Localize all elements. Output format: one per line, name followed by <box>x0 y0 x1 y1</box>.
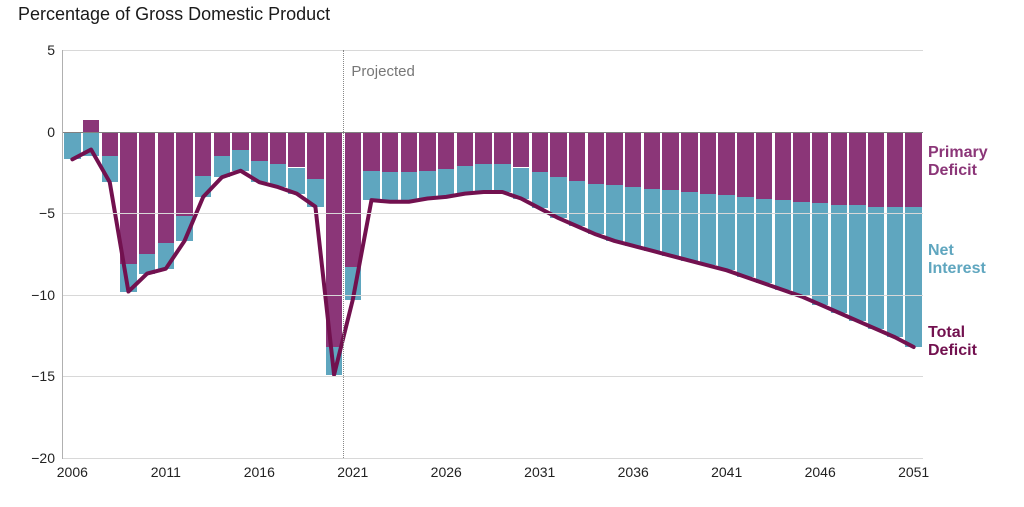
legend-total-deficit: TotalDeficit <box>928 324 977 361</box>
x-tick-label: 2036 <box>618 464 649 480</box>
y-tick-label: −10 <box>31 287 55 303</box>
gridline <box>63 376 923 377</box>
gridline <box>63 458 923 459</box>
x-tick-label: 2021 <box>337 464 368 480</box>
gridline <box>63 132 923 133</box>
x-tick-label: 2006 <box>57 464 88 480</box>
y-tick-label: 0 <box>47 124 55 140</box>
x-tick-label: 2026 <box>431 464 462 480</box>
y-tick-label: 5 <box>47 42 55 58</box>
y-tick-label: −5 <box>39 205 55 221</box>
deficit-chart: Percentage of Gross Domestic Product 50−… <box>0 0 1024 507</box>
gridline <box>63 50 923 51</box>
projected-label: Projected <box>351 63 414 80</box>
gridline <box>63 295 923 296</box>
x-tick-label: 2031 <box>524 464 555 480</box>
legend-net-interest: NetInterest <box>928 242 986 279</box>
gridline <box>63 213 923 214</box>
x-tick-label: 2041 <box>711 464 742 480</box>
line-layer <box>63 50 923 458</box>
projected-divider <box>343 50 344 458</box>
x-tick-label: 2016 <box>244 464 275 480</box>
legend-primary-deficit: PrimaryDeficit <box>928 144 988 181</box>
x-tick-label: 2046 <box>805 464 836 480</box>
y-tick-label: −20 <box>31 450 55 466</box>
total-deficit-line <box>72 150 913 375</box>
x-tick-label: 2011 <box>151 464 181 480</box>
plot-area: 50−5−10−15−20200620112016202120262031203… <box>62 50 923 459</box>
x-tick-label: 2051 <box>898 464 929 480</box>
chart-title: Percentage of Gross Domestic Product <box>18 4 330 25</box>
y-tick-label: −15 <box>31 368 55 384</box>
